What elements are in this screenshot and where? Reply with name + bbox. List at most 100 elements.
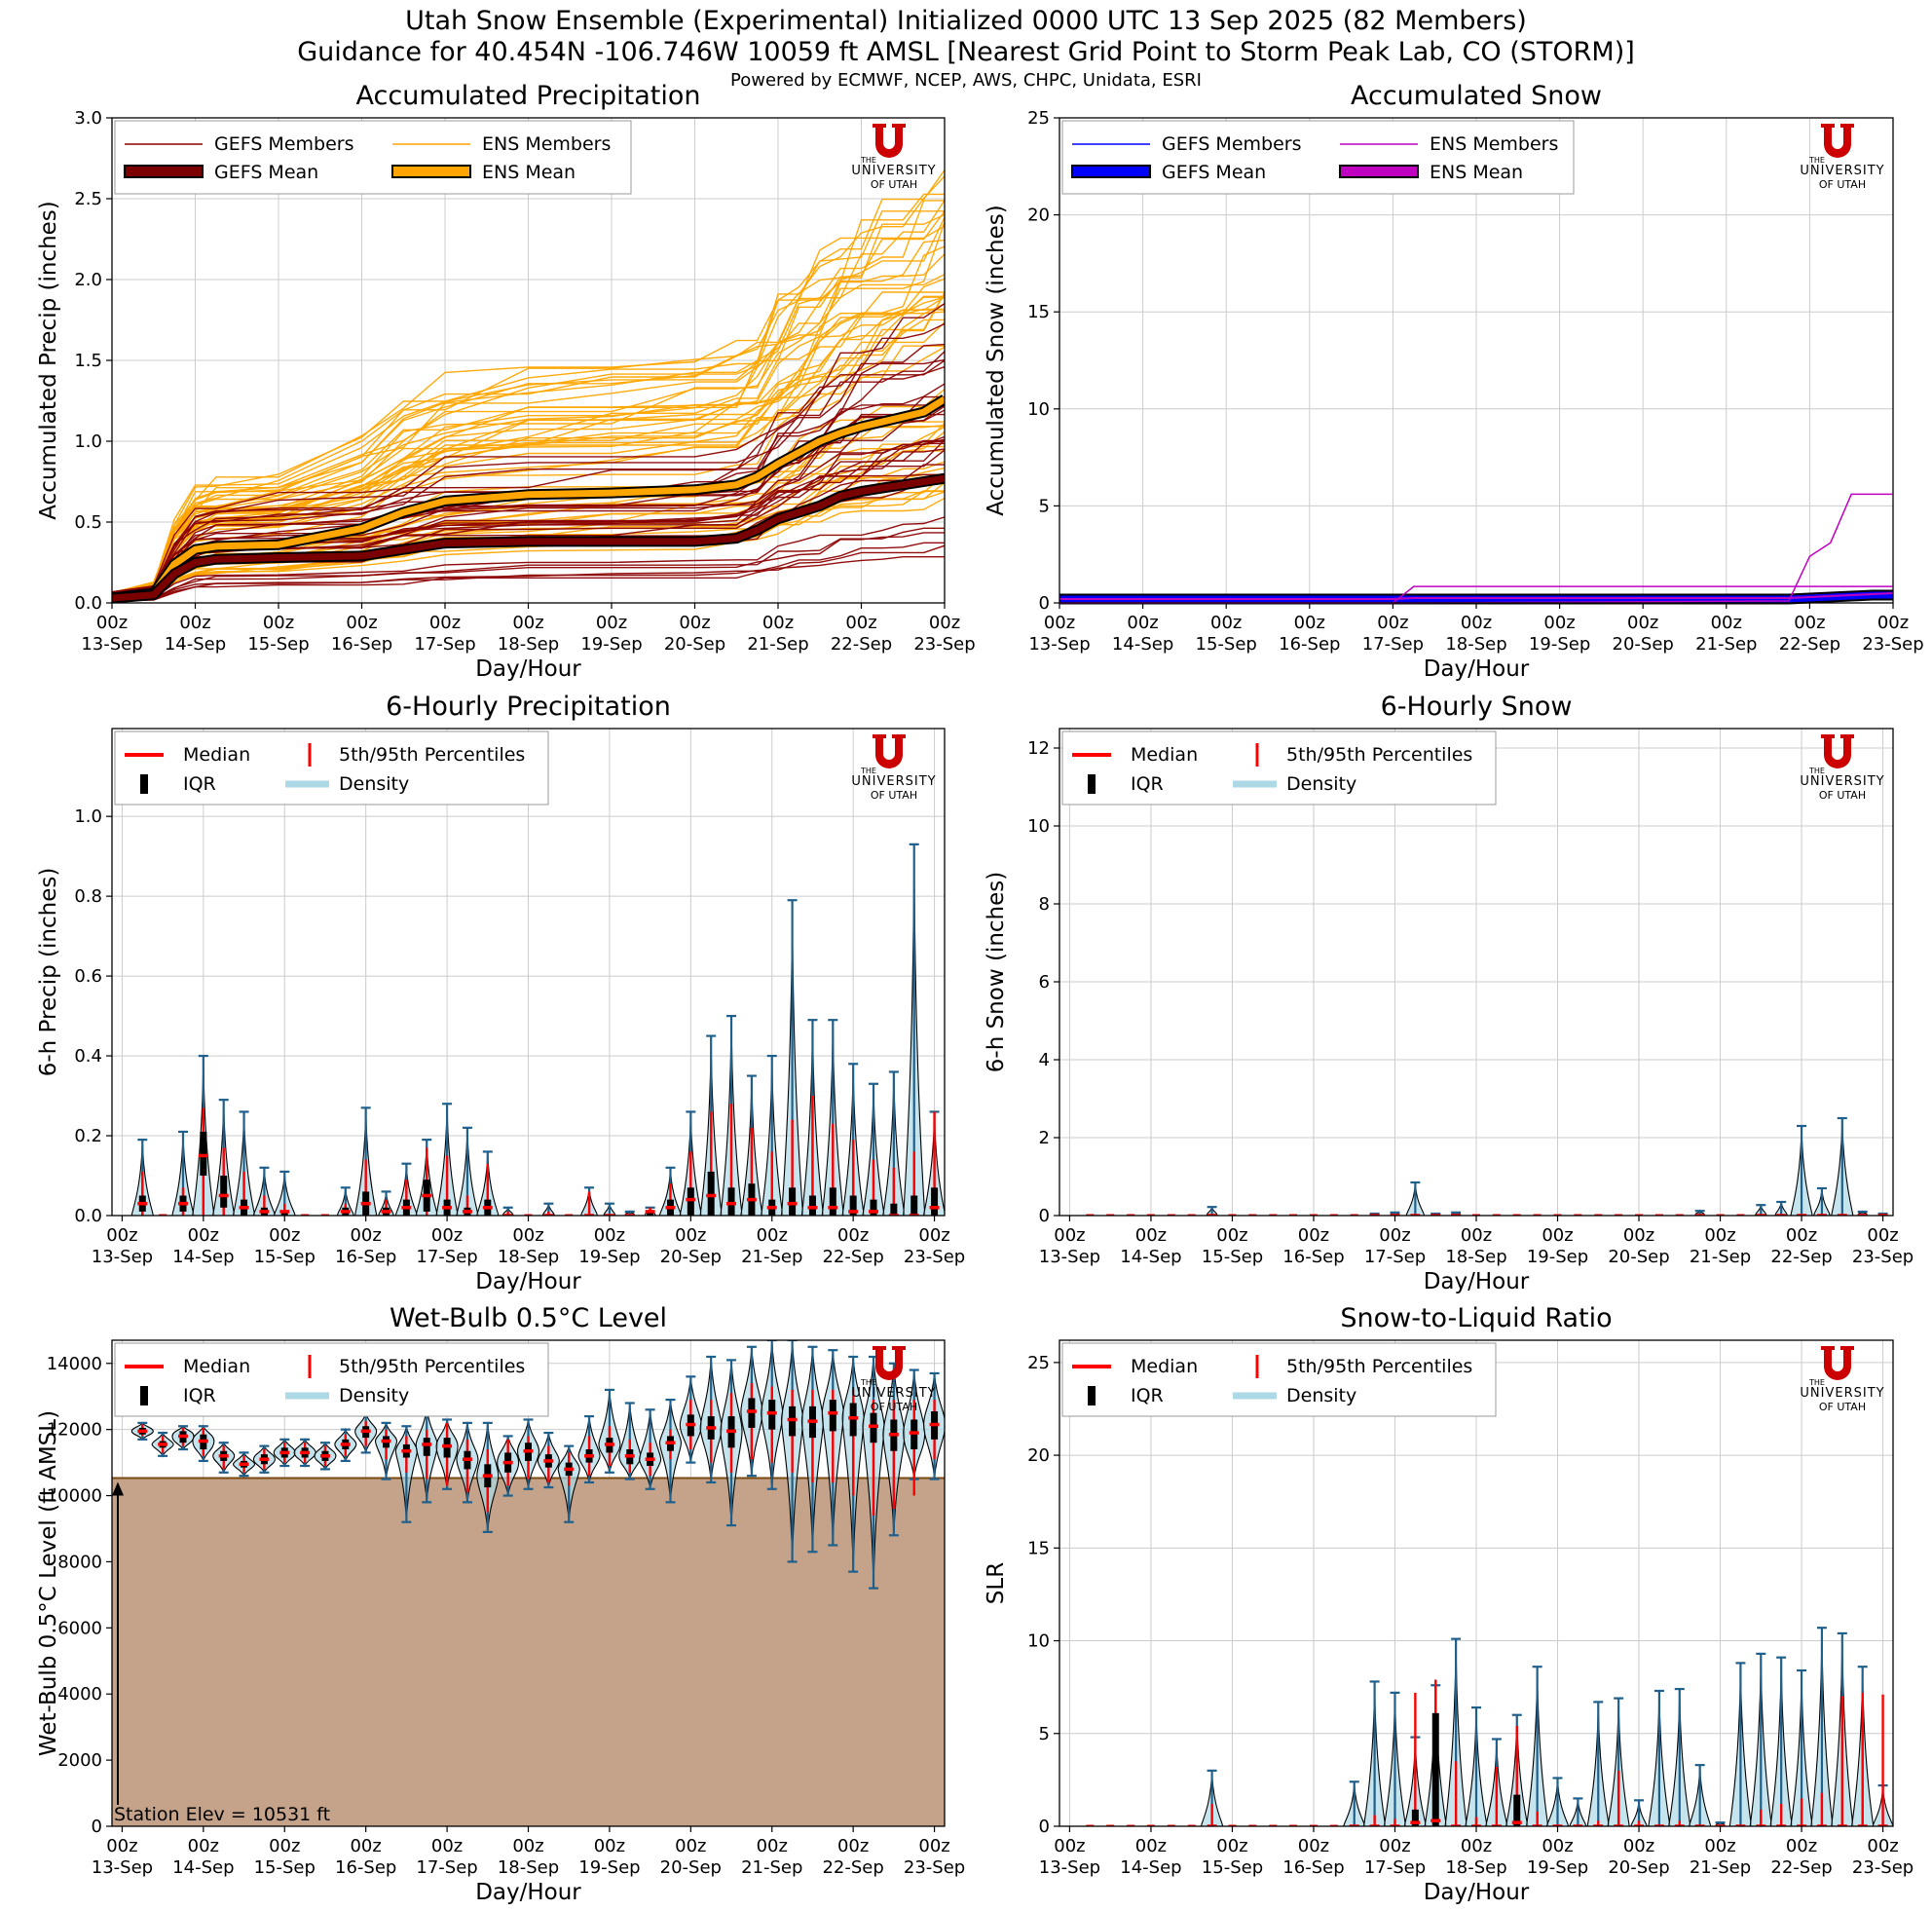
violin-iqr-box [870, 1199, 877, 1216]
logo-of-utah: OF UTAH [871, 1401, 917, 1413]
violin [1810, 1627, 1834, 1826]
x-tick-hour: 00z [350, 1836, 381, 1856]
violin [1648, 1689, 1671, 1826]
violin [1526, 1666, 1549, 1826]
legend: Median 5th/95th Percentiles IQR Density [1061, 1342, 1497, 1417]
violin [1465, 1706, 1488, 1826]
x-tick-label: 23-Sep [1852, 1247, 1913, 1267]
y-tick-label: 0.8 [74, 886, 102, 907]
violin [720, 1014, 743, 1216]
legend-iqr: IQR [1131, 773, 1164, 795]
y-tick-label: 5 [1039, 496, 1050, 516]
x-tick-label: 19-Sep [580, 634, 642, 655]
violin [192, 1054, 215, 1216]
violin [903, 843, 926, 1216]
violin-iqr-box [829, 1187, 836, 1216]
x-tick-label: 18-Sep [1445, 1857, 1506, 1878]
legend-median: Median [1131, 1356, 1198, 1377]
x-tick-label: 17-Sep [1364, 1857, 1426, 1878]
violin [862, 1355, 885, 1590]
panel-p4-violin: 00z13-Sep00z14-Sep00z15-Sep00z16-Sep00z1… [984, 692, 1913, 1294]
legend-iqr: IQR [183, 773, 216, 795]
logo-the: THE [1808, 767, 1825, 775]
legend-iqr: IQR [183, 1385, 216, 1406]
violin-iqr-box [1411, 1809, 1419, 1826]
violin [476, 1421, 500, 1533]
x-tick-hour: 00z [269, 1225, 300, 1246]
violin-iqr-box [829, 1400, 836, 1432]
violin [1813, 1186, 1831, 1216]
x-tick-label: 15-Sep [254, 1857, 316, 1878]
figure-title: Utah Snow Ensemble (Experimental) Initia… [405, 6, 1527, 36]
x-tick-label: 18-Sep [498, 634, 559, 655]
x-tick-label: 14-Sep [172, 1247, 234, 1267]
x-tick-label: 15-Sep [254, 1247, 316, 1267]
legend-frame [114, 731, 549, 806]
legend-frame [1061, 731, 1497, 806]
violin [273, 1438, 296, 1468]
legend-density: Density [1286, 773, 1356, 795]
x-tick-hour: 00z [263, 613, 294, 633]
violin [192, 1424, 215, 1463]
x-tick-hour: 00z [1867, 1225, 1898, 1246]
violin [1831, 1116, 1854, 1216]
legend-median: Median [183, 1356, 250, 1377]
legend-gefs-members: GEFS Members [214, 133, 353, 155]
logo-university: UNIVERSITY [851, 1386, 936, 1401]
y-tick-label: 8000 [57, 1552, 102, 1572]
violin [502, 1206, 514, 1216]
y-tick-label: 0.0 [74, 593, 102, 614]
x-tick-hour: 00z [106, 1225, 137, 1246]
y-tick-label: 0.4 [74, 1046, 102, 1067]
legend-ens-members: ENS Members [1430, 133, 1558, 155]
gefs-member-line [112, 322, 945, 593]
ens-member-line [112, 200, 945, 595]
x-tick-label: 15-Sep [1196, 634, 1257, 655]
x-tick-hour: 00z [269, 1836, 300, 1856]
y-tick-label: 14000 [47, 1354, 102, 1374]
y-tick-label: 15 [1027, 302, 1050, 322]
violin [435, 1418, 459, 1490]
panel-title: 6-Hourly Precipitation [386, 692, 671, 722]
x-tick-hour: 00z [1627, 613, 1658, 633]
violin [1769, 1656, 1793, 1826]
legend-gefs-mean-swatch [124, 165, 204, 178]
x-tick-label: 18-Sep [498, 1857, 559, 1878]
station-arrow-head [112, 1481, 124, 1496]
legend-ens-mean-swatch [391, 165, 471, 178]
y-tick-label: 4 [1039, 1050, 1050, 1070]
logo-university: UNIVERSITY [1800, 164, 1884, 178]
legend-iqr-swatch [1088, 774, 1096, 794]
x-tick-hour: 00z [845, 613, 876, 633]
x-tick-label: 19-Sep [578, 1247, 640, 1267]
logo-university: UNIVERSITY [1800, 1386, 1884, 1401]
logo-of-utah: OF UTAH [1819, 178, 1866, 191]
y-axis-label: Wet-Bulb 0.5°C Level (ft AMSL) [36, 1410, 61, 1756]
x-tick-label: 16-Sep [1282, 1247, 1344, 1267]
x-tick-hour: 00z [1794, 613, 1825, 633]
legend-percentiles: 5th/95th Percentiles [339, 744, 525, 766]
violin [541, 1202, 555, 1216]
violin [1790, 1124, 1813, 1216]
violin [1343, 1780, 1366, 1826]
x-axis-label: Day/Hour [1424, 1880, 1530, 1905]
block-u-icon [1821, 1346, 1854, 1380]
legend-gefs-mean: GEFS Mean [214, 162, 318, 183]
y-tick-label: 15 [1027, 1538, 1050, 1558]
violin [394, 1162, 418, 1216]
violin [679, 1110, 702, 1216]
violin [1630, 1799, 1648, 1826]
legend-percentiles: 5th/95th Percentiles [1286, 1356, 1472, 1377]
violin [618, 1402, 642, 1480]
legend-iqr-swatch [140, 774, 148, 794]
violin [903, 1368, 926, 1496]
violin [273, 1170, 296, 1216]
x-tick-hour: 00z [1623, 1836, 1654, 1856]
x-tick-label: 20-Sep [1613, 634, 1674, 655]
violin [1363, 1680, 1387, 1826]
x-tick-label: 18-Sep [498, 1247, 559, 1267]
y-tick-label: 2.0 [74, 270, 102, 290]
violin [821, 1019, 844, 1216]
violin [1851, 1666, 1875, 1826]
